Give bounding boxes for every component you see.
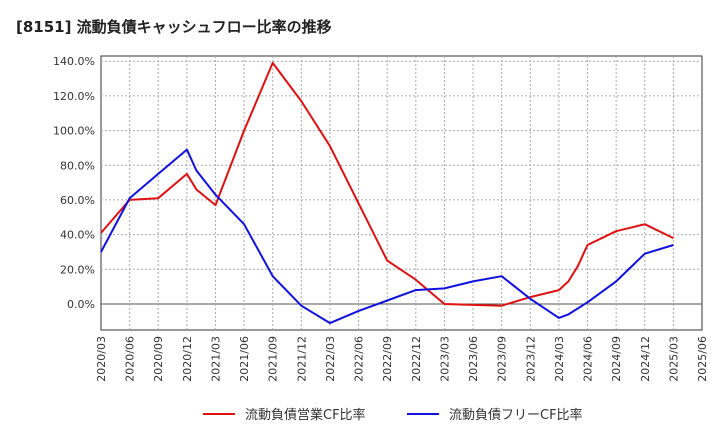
x-tick-label: 2020/12 [181, 336, 194, 382]
x-tick-label: 2025/03 [667, 336, 680, 382]
y-tick-label: 140.0% [53, 55, 95, 68]
x-tick-label: 2023/12 [524, 336, 537, 382]
y-tick-label: 40.0% [60, 229, 95, 242]
x-tick-label: 2022/06 [353, 336, 366, 382]
y-tick-label: 0.0% [67, 298, 95, 311]
series-line-0 [100, 61, 674, 307]
x-tick-label: 2024/03 [553, 336, 566, 382]
y-axis: 0.0% 20.0% 40.0% 60.0% 80.0% 100.0% 120.0% 140.… [53, 55, 95, 311]
plot-area [100, 55, 703, 331]
x-tick-label: 2025/06 [696, 336, 709, 382]
legend-label-free-cf: 流動負債フリーCF比率 [449, 407, 583, 423]
x-tick-label: 2020/06 [124, 336, 137, 382]
series-line-1 [100, 148, 674, 325]
y-tick-label: 120.0% [53, 90, 95, 103]
x-tick-label: 2020/09 [152, 336, 165, 382]
x-tick-label: 2021/12 [295, 336, 308, 382]
x-tick-label: 2023/03 [438, 336, 451, 382]
x-tick-label: 2024/09 [610, 336, 623, 382]
x-tick-label: 2024/12 [639, 336, 652, 382]
x-tick-label: 2021/03 [209, 336, 222, 382]
y-tick-label: 60.0% [60, 194, 95, 207]
x-tick-label: 2023/06 [467, 336, 480, 382]
y-tick-label: 100.0% [53, 125, 95, 138]
x-axis: 2020/03 2020/06 2020/09 2020/12 2021/03 2021/… [95, 336, 709, 382]
series-layer [100, 61, 674, 325]
x-tick-label: 2020/03 [95, 336, 108, 382]
y-tick-label: 80.0% [60, 159, 95, 172]
x-tick-label: 2022/03 [324, 336, 337, 382]
chart-title: [8151] 流動負債キャッシュフロー比率の推移 [16, 18, 332, 36]
x-tick-label: 2023/09 [496, 336, 509, 382]
plot-frame [100, 55, 703, 331]
y-tick-label: 20.0% [60, 263, 95, 276]
grid [101, 56, 702, 330]
legend-label-operating-cf: 流動負債営業CF比率 [245, 407, 366, 423]
x-tick-label: 2024/06 [582, 336, 595, 382]
legend: 流動負債営業CF比率 流動負債フリーCF比率 [203, 407, 583, 423]
x-tick-label: 2022/12 [410, 336, 423, 382]
x-tick-label: 2022/09 [381, 336, 394, 382]
x-tick-label: 2021/06 [238, 336, 251, 382]
x-tick-label: 2021/09 [267, 336, 280, 382]
